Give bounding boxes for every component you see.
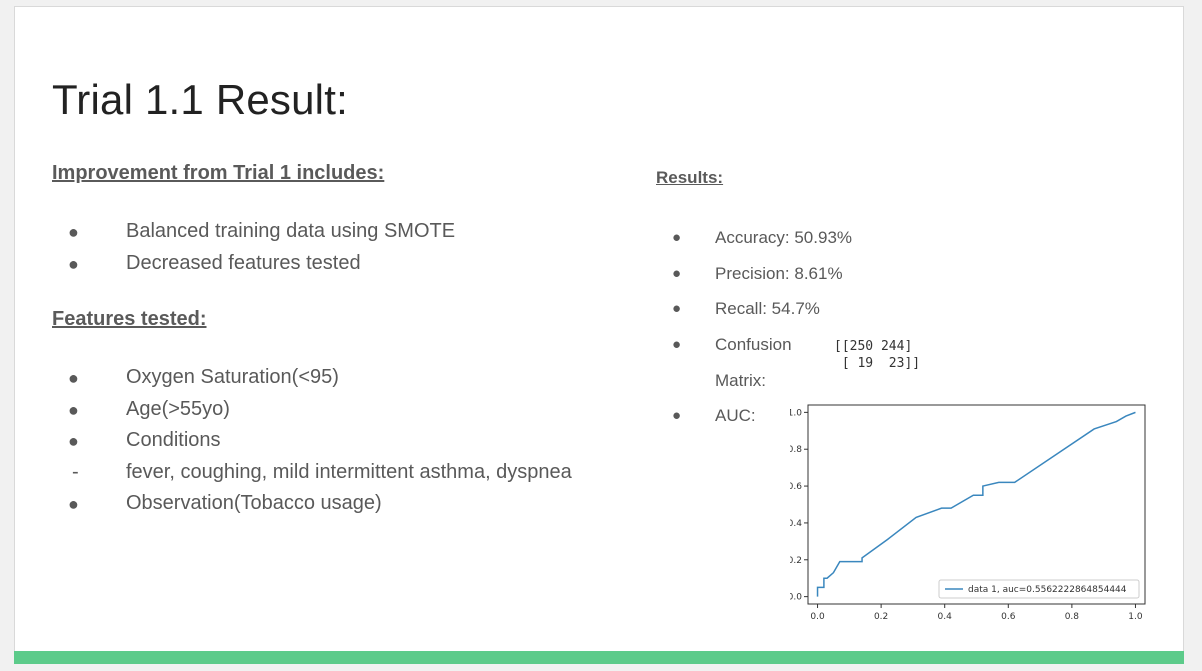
list-item-text: Decreased features tested	[126, 251, 361, 274]
features-heading: Features tested:	[52, 308, 207, 330]
dash-icon: -	[72, 460, 79, 483]
footer-accent-bar	[14, 651, 1184, 664]
bullet-icon: ●	[672, 406, 682, 424]
bullet-icon: ●	[68, 222, 79, 242]
x-tick-label: 0.8	[1065, 612, 1080, 622]
bullet-icon: ●	[672, 335, 682, 353]
bullet-icon: ●	[68, 368, 79, 388]
bullet-icon: ●	[68, 253, 79, 274]
legend-label: data 1, auc=0.5562222864854444	[968, 585, 1127, 595]
bullet-icon: ●	[672, 229, 682, 246]
x-tick-label: 0.4	[938, 612, 953, 622]
x-tick-label: 1.0	[1128, 612, 1143, 622]
bullet-icon: ●	[672, 300, 682, 317]
plot-frame	[807, 404, 1146, 605]
improvement-heading: Improvement from Trial 1 includes:	[52, 162, 385, 184]
list-item-text: Oxygen Saturation(<95)	[126, 366, 339, 388]
list-item-text: Conditions	[126, 429, 221, 451]
x-tick-label: 0.2	[874, 612, 888, 622]
y-tick-label: 0.4	[790, 519, 802, 529]
y-tick-label: 1.0	[790, 408, 802, 418]
matrix-label: Matrix:	[715, 370, 766, 390]
roc-curve-line	[816, 411, 1136, 597]
accuracy-text: Accuracy: 50.93%	[715, 228, 853, 247]
legend-box	[938, 579, 1140, 599]
y-tick-label: 0.8	[790, 445, 802, 455]
bullet-icon: ●	[68, 431, 79, 451]
roc-chart: 0.0 0.2 0.4 0.6 0.8 1.0 0.0 0.2 0.4 0.6 0.8 1.0 data…	[790, 392, 1150, 627]
roc-chart-svg: 0.0 0.2 0.4 0.6 0.8 1.0 0.0 0.2 0.4 0.6 0.8 1.0 data…	[790, 404, 1146, 622]
list-item-text: Observation(Tobacco usage)	[126, 492, 382, 514]
bullet-icon: ●	[68, 399, 79, 420]
list-item-text: Age(>55yo)	[126, 397, 230, 420]
results-heading: Results:	[656, 168, 724, 187]
precision-text: Precision: 8.61%	[715, 263, 843, 283]
slide-title: Trial 1.1 Result:	[52, 76, 348, 123]
y-tick-label: 0.2	[790, 556, 802, 566]
bullet-icon: ●	[68, 494, 79, 514]
bullet-icon: ●	[672, 264, 682, 282]
recall-text: Recall: 54.7%	[715, 299, 820, 318]
list-item-text: Balanced training data using SMOTE	[126, 220, 456, 242]
y-tick-label: 0.0	[790, 593, 802, 603]
list-item-text: fever, coughing, mild intermittent asthm…	[126, 460, 572, 483]
auc-label: AUC:	[715, 405, 756, 425]
x-tick-label: 0.0	[810, 612, 825, 622]
y-tick-label: 0.6	[790, 482, 802, 492]
confusion-matrix: [[250 244] [ 19 23]]	[834, 339, 921, 371]
confusion-label: Confusion	[715, 334, 792, 354]
x-tick-label: 0.6	[1001, 612, 1016, 622]
